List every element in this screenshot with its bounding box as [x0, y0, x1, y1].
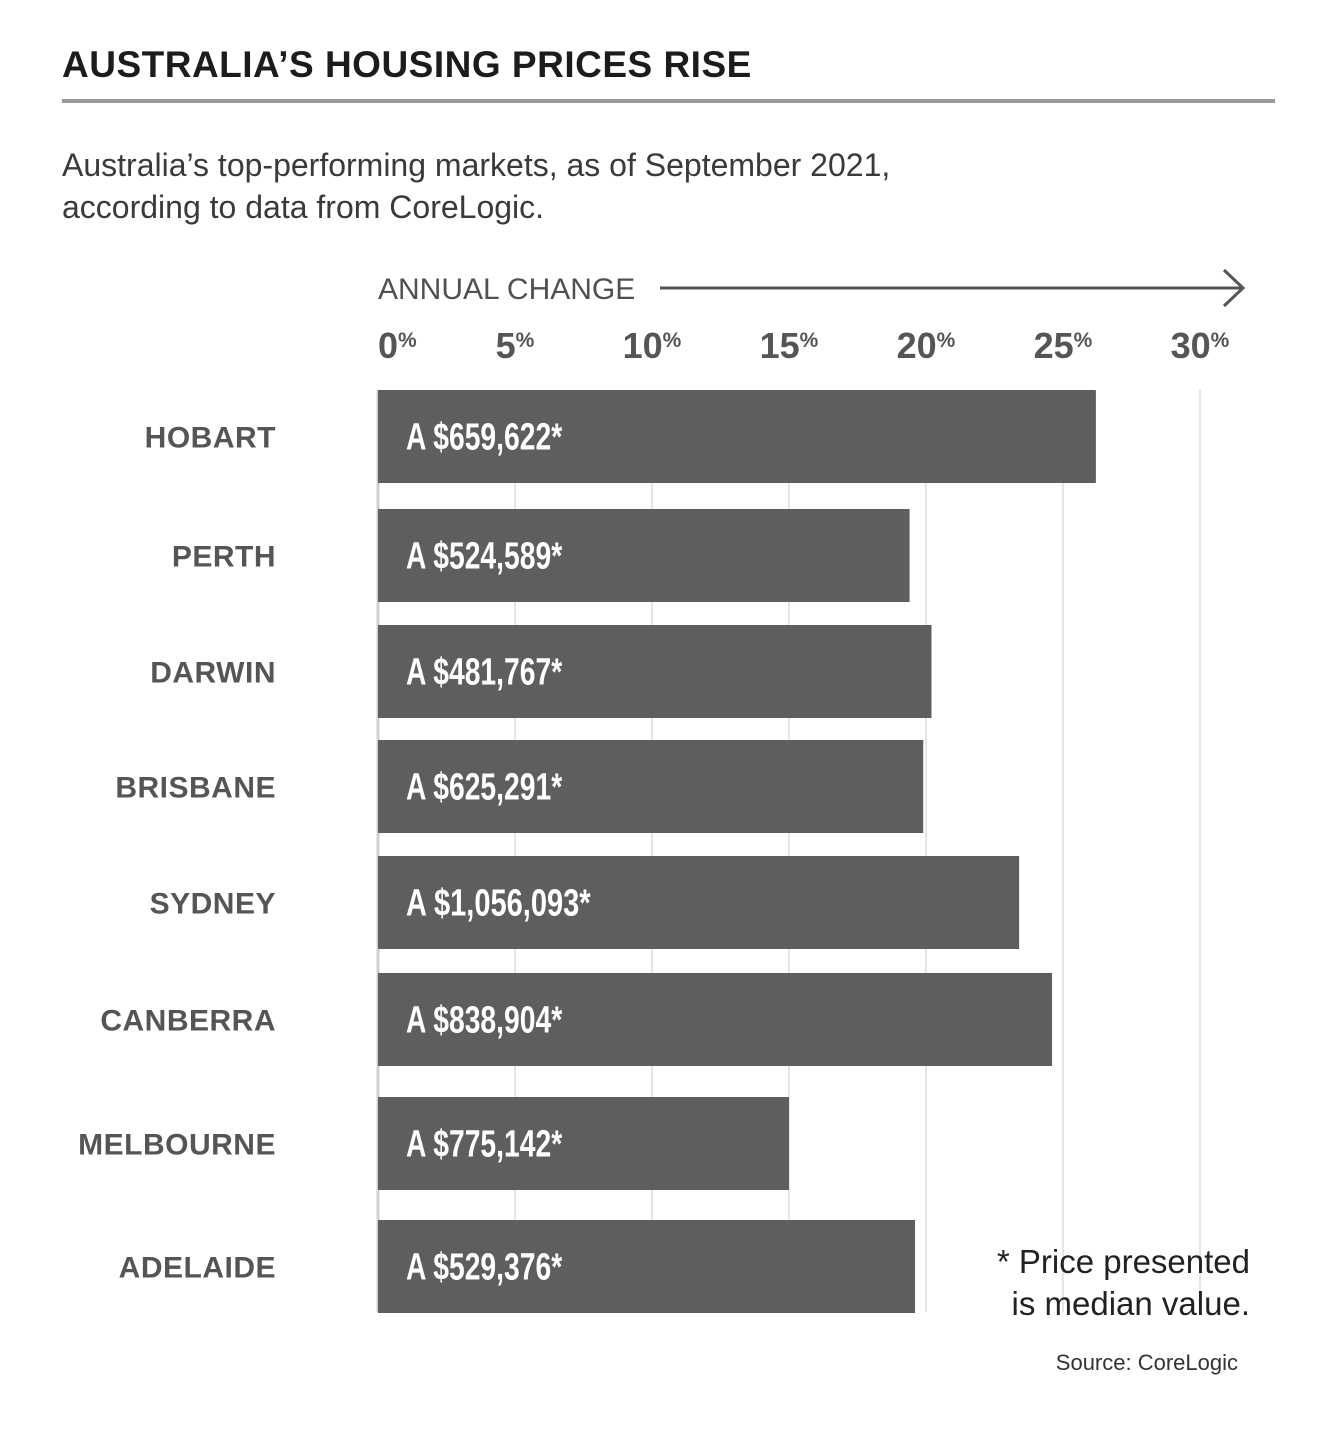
- category-label: MELBOURNE: [78, 1129, 276, 1162]
- bar: [378, 740, 924, 833]
- chart-subtitle: Australia’s top-performing markets, as o…: [62, 144, 1062, 228]
- axis-arrow-head: [1222, 268, 1246, 308]
- x-axis-label: ANNUAL CHANGE: [378, 273, 635, 306]
- bar-value-label: A $1,056,093*: [406, 883, 591, 925]
- x-tick-labels: 0% 5% 10% 15% 20% 25% 30%: [378, 325, 1230, 366]
- category-label: BRISBANE: [115, 772, 276, 805]
- subtitle-line-2: according to data from CoreLogic.: [62, 189, 545, 225]
- category-labels: HOBART PERTH DARWIN BRISBANE SYDNEY CANBERRA M…: [78, 422, 276, 1285]
- bar: [378, 509, 910, 602]
- bar: [378, 856, 1020, 949]
- title-rule: [62, 99, 1275, 103]
- bar-value-label: A $529,376*: [406, 1247, 562, 1289]
- x-tick-label: 25%: [1034, 325, 1093, 366]
- category-label: SYDNEY: [150, 888, 276, 921]
- bars: A $659,622* A $524,589* A $481,767* A $625,…: [378, 390, 1096, 1313]
- category-label: HOBART: [145, 422, 276, 455]
- footnote-line-1: * Price presented: [996, 1243, 1250, 1280]
- category-label: CANBERRA: [100, 1005, 276, 1038]
- bar: [378, 973, 1053, 1066]
- x-tick-label: 5%: [496, 325, 535, 366]
- footnote: * Price presented is median value.: [960, 1241, 1250, 1325]
- category-label: DARWIN: [150, 657, 276, 690]
- category-label: ADELAIDE: [119, 1252, 276, 1285]
- category-label: PERTH: [172, 541, 276, 574]
- footnote-line-2: is median value.: [1011, 1285, 1250, 1322]
- x-tick-label: 0%: [378, 325, 417, 366]
- bar-value-label: A $659,622*: [406, 417, 562, 459]
- bar: [378, 1097, 789, 1190]
- bar: [378, 1220, 916, 1313]
- bar-value-label: A $481,767*: [406, 652, 562, 694]
- bar: [378, 625, 932, 718]
- bar-value-label: A $838,904*: [406, 1000, 562, 1042]
- bar: [378, 390, 1096, 483]
- x-tick-label: 10%: [623, 325, 682, 366]
- bar-value-label: A $625,291*: [406, 767, 562, 809]
- x-tick-label: 20%: [897, 325, 956, 366]
- x-tick-label: 30%: [1171, 325, 1230, 366]
- source-note: Source: CoreLogic: [1055, 1350, 1238, 1375]
- subtitle-line-1: Australia’s top-performing markets, as o…: [62, 147, 891, 183]
- x-axis: ANNUAL CHANGE: [378, 268, 1246, 308]
- x-tick-label: 15%: [760, 325, 819, 366]
- chart-title: AUSTRALIA’S HOUSING PRICES RISE: [62, 44, 752, 85]
- bar-value-label: A $524,589*: [406, 536, 562, 578]
- bar-value-label: A $775,142*: [406, 1124, 562, 1166]
